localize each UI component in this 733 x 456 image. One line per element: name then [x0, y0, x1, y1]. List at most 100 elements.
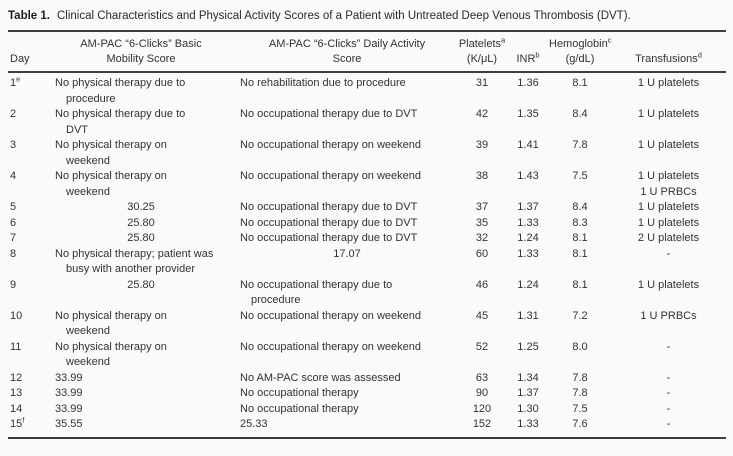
cell-inr: 1.34 [517, 371, 539, 384]
cell-platelets: 46 [475, 278, 489, 291]
cell-line: 25.80 [127, 278, 155, 291]
cell-line: 1 U platelets [637, 278, 700, 291]
table-caption-text: Clinical Characteristics and Physical Ac… [56, 10, 631, 22]
cell-line: 33.99 [55, 371, 83, 384]
cell-hemoglobin: 7.8 [572, 371, 588, 384]
cell-inr: 1.37 [517, 201, 539, 213]
cell-line: 25.80 [127, 216, 155, 229]
cell-inr: 1.37 [517, 387, 539, 399]
table-row: 10 No physical therapy on weekend No occupa… [8, 309, 726, 340]
cell-basic-mobility-score: No physical therapy due to procedure [45, 76, 237, 107]
cell-platelets: 63 [475, 371, 489, 384]
cell-line: No rehabilitation due to procedure [240, 77, 406, 89]
cell-basic-mobility-score: No physical therapy on weekend [45, 340, 237, 371]
cell-line: 1 U platelets [637, 170, 700, 182]
cell-line: No AM-PAC score was assessed [240, 371, 401, 384]
cell-inr: 1.30 [517, 402, 539, 415]
cell-line: weekend [66, 154, 111, 167]
cell-line: No occupational therapy due to DVT [240, 232, 418, 244]
cell-line: 1 U platelets [637, 108, 700, 120]
cell-day: 7 [10, 232, 17, 244]
cell-hemoglobin: 7.5 [572, 170, 588, 182]
cell-basic-mobility-score: No physical therapy on weekend [45, 138, 237, 169]
column-header-inr: INRb [516, 50, 540, 65]
cell-platelets: 90 [475, 387, 489, 399]
cell-line: 33.99 [55, 402, 83, 415]
footnote-mark-b: b [535, 50, 540, 60]
table-row: 1e No physical therapy due to procedure No … [8, 74, 726, 107]
column-header-hemoglobin: Hemoglobinc (g/dL) [549, 35, 612, 65]
table-row: 8 No physical therapy; patient was busy wi… [8, 247, 726, 278]
cell-transfusions: 1 U platelets [611, 216, 726, 232]
table-header-row: Day AM-PAC “6-Clicks” Basic Mobility Sco… [8, 32, 726, 73]
cell-platelets: 120 [472, 402, 492, 415]
cell-inr: 1.36 [517, 77, 539, 89]
cell-basic-mobility-score: 25.80 [45, 216, 237, 232]
cell-line: No occupational therapy on weekend [240, 139, 422, 151]
cell-inr: 1.33 [517, 247, 539, 260]
cell-daily-activity-score: No occupational therapy on weekend [237, 340, 457, 371]
cell-line: No physical therapy on [55, 139, 167, 151]
footnote-mark-e: e [16, 74, 21, 84]
cell-inr: 1.35 [517, 108, 539, 120]
cell-basic-mobility-score: 33.99 [45, 386, 237, 402]
table-page: Table 1. Clinical Characteristics and Phy… [0, 9, 733, 456]
cell-basic-mobility-score: No physical therapy on weekend [45, 309, 237, 340]
cell-inr: 1.41 [517, 139, 539, 151]
cell-line: No occupational therapy due to DVT [240, 216, 418, 229]
cell-platelets: 38 [475, 170, 489, 182]
cell-platelets: 35 [475, 216, 489, 229]
cell-transfusions: 1 U PRBCs [611, 309, 726, 340]
cell-platelets: 45 [475, 309, 489, 322]
table-caption-label: Table 1. [8, 10, 50, 22]
cell-transfusions: - [611, 386, 726, 402]
cell-transfusions: 1 U platelets 1 U PRBCs [611, 169, 726, 200]
table-row: 15f 35.55 25.33 152 1.33 7.6 - [8, 416, 726, 433]
cell-basic-mobility-score: 25.80 [45, 231, 237, 247]
cell-platelets: 52 [475, 340, 489, 353]
cell-line: DVT [66, 123, 88, 136]
table-row: 9 25.80 No occupational therapy due to proc… [8, 278, 726, 309]
cell-line: weekend [66, 325, 111, 337]
cell-transfusions: 1 U platelets [611, 138, 726, 169]
cell-transfusions: - [611, 340, 726, 371]
cell-platelets: 152 [472, 418, 492, 430]
cell-line: No occupational therapy on weekend [240, 340, 422, 353]
cell-inr: 1.33 [517, 418, 539, 430]
table-row: 7 25.80 No occupational therapy due to DVT… [8, 231, 726, 247]
column-header-daily-activity: AM-PAC “6-Clicks” Daily Activity Score [268, 38, 426, 65]
cell-line: No physical therapy due to [55, 108, 186, 120]
cell-transfusions: - [611, 247, 726, 278]
cell-line: 25.33 [240, 418, 268, 430]
cell-basic-mobility-score: 33.99 [45, 402, 237, 418]
cell-inr: 1.24 [517, 278, 539, 291]
cell-day: 6 [10, 216, 17, 229]
cell-transfusions: 2 U platelets [611, 231, 726, 247]
cell-basic-mobility-score: 35.55 [45, 417, 237, 433]
cell-line: 30.25 [127, 201, 155, 213]
cell-platelets: 60 [475, 247, 489, 260]
cell-daily-activity-score: No occupational therapy [237, 386, 457, 402]
column-header-basic-mobility: AM-PAC “6-Clicks” Basic Mobility Score [80, 38, 202, 65]
cell-day: 14 [10, 402, 23, 415]
column-header-platelets: Plateletsa (K/μL) [458, 35, 506, 65]
cell-basic-mobility-score: 30.25 [45, 200, 237, 216]
cell-line: - [666, 340, 671, 353]
cell-basic-mobility-score: 33.99 [45, 371, 237, 387]
cell-platelets: 37 [475, 201, 489, 213]
cell-daily-activity-score: No occupational therapy [237, 402, 457, 418]
cell-platelets: 39 [475, 139, 489, 151]
cell-line: 1 U platelets [637, 77, 700, 89]
cell-daily-activity-score: No occupational therapy on weekend [237, 138, 457, 169]
cell-hemoglobin: 7.8 [572, 387, 588, 399]
cell-line: 35.55 [55, 418, 83, 430]
cell-basic-mobility-score: No physical therapy due to DVT [45, 107, 237, 138]
footnote-mark-d: d [697, 50, 702, 60]
cell-line: - [666, 387, 671, 399]
cell-day: 4 [10, 170, 17, 182]
cell-line: No occupational therapy [240, 387, 359, 399]
cell-hemoglobin: 8.3 [572, 216, 588, 229]
cell-line: 1 U platelets [637, 139, 700, 151]
cell-line: No occupational therapy due to DVT [240, 108, 418, 120]
cell-day: 1e [10, 74, 21, 89]
